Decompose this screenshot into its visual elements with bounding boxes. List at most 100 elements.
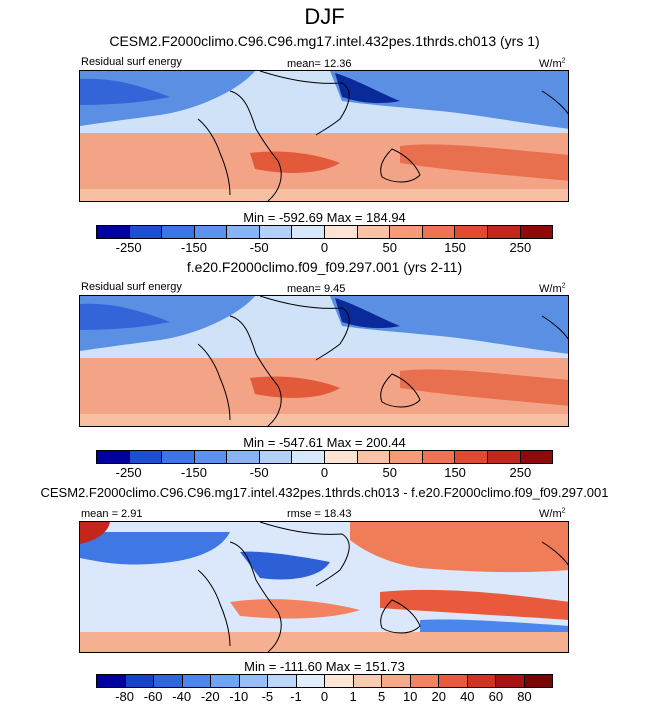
panel3-npac-warm bbox=[350, 522, 568, 573]
panel3-southern-warm bbox=[80, 632, 568, 652]
panel2-colorbar-tick: -250 bbox=[115, 465, 142, 480]
panel3-colorbar-box bbox=[268, 675, 297, 687]
panel3-colorbar-box bbox=[239, 675, 268, 687]
panel1-colorbar-box bbox=[97, 226, 130, 238]
panel1-io-warm bbox=[250, 151, 340, 173]
panel2-colorbar-ticks: -250 -150 -50 0 50 150 250 bbox=[96, 466, 553, 480]
panel1-colorbar-tick: -150 bbox=[180, 240, 207, 255]
panel3-units-base: W/m bbox=[539, 508, 562, 520]
panel3-nafrica-cold bbox=[240, 551, 330, 580]
panel1-southern-light bbox=[80, 189, 568, 201]
panel2-colorbar-box bbox=[292, 451, 326, 463]
panel1-colorbar-box bbox=[292, 226, 326, 238]
panel2-colorbar-box bbox=[162, 451, 195, 463]
panel1-colorbar-box bbox=[390, 226, 423, 238]
panel3-colorbar-tick: -10 bbox=[229, 689, 249, 704]
panel2-io-warm bbox=[250, 376, 340, 398]
panel1-left-label: Residual surf energy bbox=[81, 56, 182, 68]
panel2-colorbar bbox=[96, 450, 553, 464]
panel2-npac-cold bbox=[330, 296, 568, 354]
panel3-colorbar-tick: 10 bbox=[402, 689, 418, 704]
panel2-colorbar-box bbox=[520, 451, 553, 463]
panel3-io-warm bbox=[230, 599, 360, 619]
panel2-colorbar-box bbox=[390, 451, 423, 463]
panel2-coastlines bbox=[197, 296, 568, 426]
panel1-units-base: W/m bbox=[539, 58, 562, 70]
panel3-colorbar-tick: 5 bbox=[378, 689, 386, 704]
panel1-title: CESM2.F2000climo.C96.C96.mg17.intel.432p… bbox=[109, 33, 540, 49]
panel3-corner-warm bbox=[80, 522, 110, 544]
panel3-colorbar-tick: 20 bbox=[431, 689, 446, 704]
panel2-kuroshio bbox=[335, 298, 400, 329]
panel2-colorbar-tick: -50 bbox=[249, 465, 269, 480]
panel1-colorbar-box bbox=[422, 226, 456, 238]
panel1-colorbar-box bbox=[520, 226, 553, 238]
panel3-colorbar-tick: -80 bbox=[115, 689, 134, 704]
panel2-colorbar-box bbox=[487, 451, 521, 463]
panel3-units: W/m2 bbox=[539, 507, 566, 520]
panel1-colorbar bbox=[96, 225, 553, 239]
figure-title: DJF bbox=[304, 4, 345, 29]
panel2-colorbar-tick: -150 bbox=[180, 465, 207, 480]
panel1-kuroshio bbox=[335, 73, 400, 104]
panel2-title: f.e20.F2000climo.f09_f09.297.001 (yrs 2-… bbox=[186, 259, 463, 275]
panel3-colorbar-box bbox=[382, 675, 411, 687]
panel3-colorbar-tick: -20 bbox=[200, 689, 220, 704]
panel2-colorbar-tick: 150 bbox=[444, 465, 466, 480]
panel3-colorbar-box bbox=[296, 675, 325, 687]
panel1-colorbar-tick: -250 bbox=[115, 240, 142, 255]
panel1-colorbar-tick: 250 bbox=[509, 240, 532, 255]
panel2-mean-label: mean= 9.45 bbox=[287, 283, 346, 295]
panel2-colorbar-box bbox=[129, 451, 163, 463]
panel3-colorbar-box bbox=[154, 675, 183, 687]
panel3-colorbar-box bbox=[524, 675, 552, 687]
panel2-units-exp: 2 bbox=[561, 282, 566, 290]
panel1-mean-label: mean= 12.36 bbox=[287, 58, 352, 70]
panel3-mean-label: mean = 2.91 bbox=[81, 508, 143, 520]
panel3-colorbar bbox=[96, 674, 553, 688]
panel1-eqpac-warm bbox=[400, 144, 568, 181]
panel2-units: W/m2 bbox=[539, 282, 566, 295]
panel1-colorbar-ticks: -250 -150 -50 0 50 150 250 bbox=[96, 241, 553, 255]
panel3-units-exp: 2 bbox=[561, 507, 566, 515]
panel2-colorbar-box bbox=[259, 451, 293, 463]
panel3-colorbar-box bbox=[410, 675, 439, 687]
panel2-colorbar-box bbox=[357, 451, 391, 463]
panel3-map-svg bbox=[80, 522, 568, 652]
panel2-left-label: Residual surf energy bbox=[81, 281, 182, 293]
panel3-colorbar-ticks: -80 -60 -40 -20 -10 -5 -1 0 1 5 10 20 40 60 80 bbox=[96, 690, 553, 704]
panel3-colorbar-tick: 40 bbox=[460, 689, 475, 704]
panel3-rmse-label: rmse = 18.43 bbox=[287, 508, 352, 520]
panel2-map bbox=[79, 295, 569, 427]
panel3-title: CESM2.F2000climo.C96.C96.mg17.intel.432p… bbox=[40, 485, 609, 500]
panel3-colorbar-box bbox=[467, 675, 496, 687]
panel3-colorbar-tick: 1 bbox=[349, 689, 357, 704]
panel2-map-svg bbox=[80, 296, 568, 426]
panel1-colorbar-box bbox=[259, 226, 293, 238]
panel3-colorbar-box bbox=[439, 675, 468, 687]
panel3-colorbar-tick: 60 bbox=[488, 689, 504, 704]
panel3-stats: Min = -111.60 Max = 151.73 bbox=[244, 659, 405, 674]
panel2-colorbar-box bbox=[422, 451, 456, 463]
panel3-coastlines bbox=[197, 522, 568, 652]
panel3-atl-cold bbox=[80, 532, 230, 565]
panel1-npac-cold bbox=[330, 71, 568, 129]
panel2-southern-light bbox=[80, 414, 568, 426]
panel1-colorbar-box bbox=[129, 226, 163, 238]
panel1-units-exp: 2 bbox=[561, 57, 566, 65]
panel1-map-svg bbox=[80, 71, 568, 201]
panel1-colorbar-tick: 150 bbox=[444, 240, 466, 255]
panel1-colorbar-tick: 50 bbox=[382, 240, 398, 255]
panel1-units: W/m2 bbox=[539, 57, 566, 70]
panel3-colorbar-box bbox=[325, 675, 354, 687]
panel2-colorbar-tick: 250 bbox=[509, 465, 532, 480]
panel1-colorbar-box bbox=[487, 226, 521, 238]
panel2-colorbar-tick: 50 bbox=[382, 465, 398, 480]
panel1-colorbar-box bbox=[455, 226, 488, 238]
panel1-colorbar-tick: 0 bbox=[320, 240, 329, 255]
panel1-stats: Min = -592.69 Max = 184.94 bbox=[243, 210, 406, 225]
panel2-stats: Min = -547.61 Max = 200.44 bbox=[243, 435, 406, 450]
panel1-nh-cold-deep bbox=[80, 78, 170, 105]
panel2-colorbar-box bbox=[455, 451, 488, 463]
panel1-map bbox=[79, 70, 569, 202]
